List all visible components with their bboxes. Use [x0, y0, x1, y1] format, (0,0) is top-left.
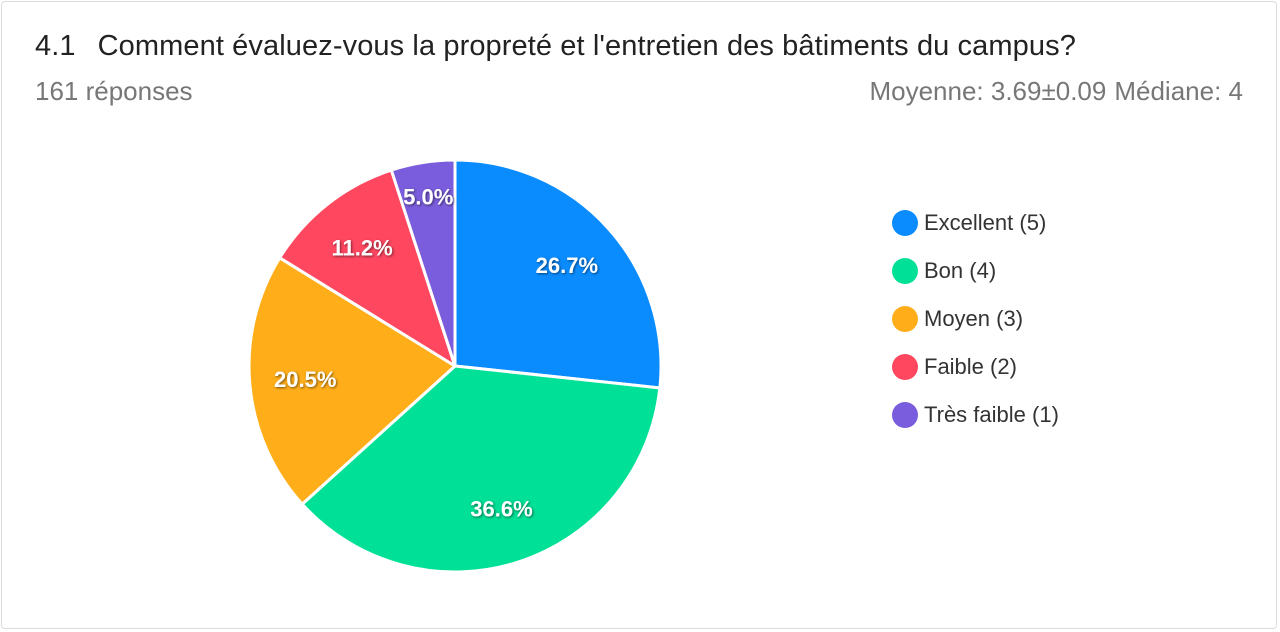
- pie-slice-2: [300, 364, 662, 574]
- slice-label-1: 26.7%: [536, 253, 598, 278]
- legend-label: Bon (4): [924, 258, 997, 283]
- slice-label-2: 36.6%: [470, 497, 532, 522]
- legend-swatch: [892, 258, 918, 284]
- pie-slice-1: [453, 158, 663, 390]
- slice-label-5: 5.0%: [403, 185, 453, 210]
- stats-summary: Moyenne: 3.69±0.09 Médiane: 4: [869, 76, 1243, 107]
- legend-item[interactable]: Faible (2): [892, 343, 1059, 391]
- legend-label: Faible (2): [924, 354, 1017, 379]
- slice-label-4: 11.2%: [332, 235, 393, 260]
- pie-slice-4: [278, 168, 457, 368]
- pie-slice-3: [247, 256, 457, 506]
- response-count: 161 réponses: [35, 76, 193, 106]
- legend-item[interactable]: Très faible (1): [892, 391, 1059, 439]
- legend-item[interactable]: Bon (4): [892, 247, 1059, 295]
- legend-label: Excellent (5): [924, 210, 1047, 235]
- median-value: Médiane: 4: [1114, 76, 1243, 106]
- question-number: 4.1: [35, 30, 76, 62]
- legend-item[interactable]: Moyen (3): [892, 295, 1059, 343]
- slice-label-3: 20.5%: [274, 367, 336, 392]
- pie-slice-5: [389, 158, 457, 368]
- question-title: 4.1 Comment évaluez-vous la propreté et l…: [35, 30, 1076, 63]
- mean-value: Moyenne: 3.69±0.09: [869, 76, 1107, 106]
- legend-swatch: [892, 306, 918, 332]
- question-text: Comment évaluez-vous la propreté et l'en…: [97, 30, 1076, 62]
- legend-label: Moyen (3): [924, 306, 1024, 331]
- legend-swatch: [892, 402, 918, 428]
- legend-swatch: [892, 354, 918, 380]
- legend-item[interactable]: Excellent (5): [892, 199, 1059, 247]
- chart-legend: Excellent (5) Bon (4) Moyen (3) Faible (2) T…: [892, 199, 1059, 439]
- legend-swatch: [892, 210, 918, 236]
- legend-label: Très faible (1): [924, 402, 1059, 427]
